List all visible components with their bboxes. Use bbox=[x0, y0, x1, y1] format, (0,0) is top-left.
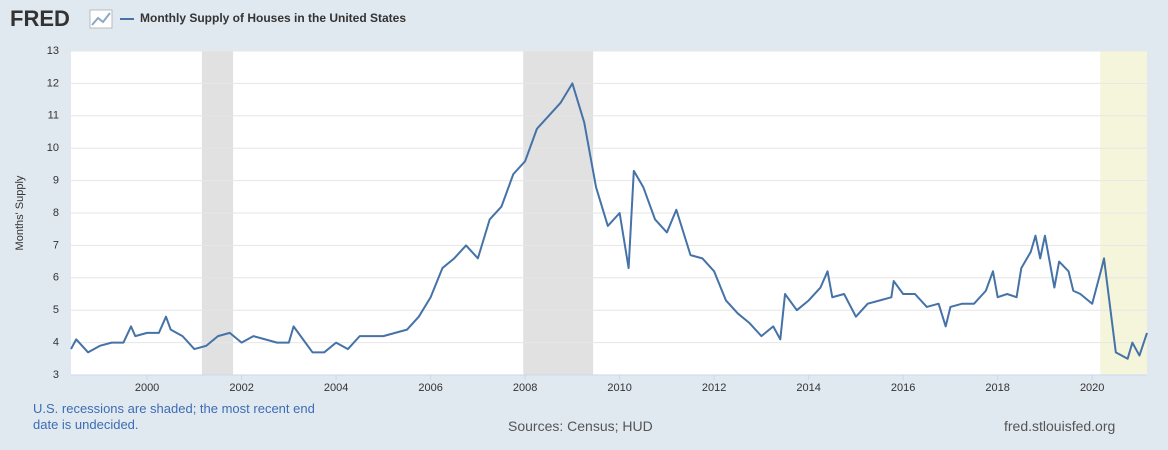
x-tick-label: 2020 bbox=[1080, 382, 1104, 394]
y-tick-label: 12 bbox=[47, 77, 59, 89]
y-tick-label: 8 bbox=[53, 207, 59, 219]
y-tick-label: 10 bbox=[47, 142, 59, 154]
site: fred.stlouisfed.org bbox=[1004, 418, 1116, 434]
y-tick-label: 11 bbox=[48, 110, 59, 122]
y-tick-label: 3 bbox=[53, 369, 59, 381]
x-tick-label: 2008 bbox=[513, 382, 537, 394]
recession-note: U.S. recessions are shaded; the most rec… bbox=[33, 401, 315, 432]
y-tick-label: 4 bbox=[53, 337, 59, 349]
sources: Sources: Census; HUD bbox=[508, 418, 653, 434]
x-tick-label: 2006 bbox=[418, 382, 442, 394]
y-tick-label: 6 bbox=[53, 272, 59, 284]
x-tick-label: 2004 bbox=[324, 382, 348, 394]
legend-label: Monthly Supply of Houses in the United S… bbox=[140, 11, 406, 25]
logo-icon bbox=[89, 9, 113, 29]
logo: FRED bbox=[10, 6, 70, 31]
x-tick-label: 2002 bbox=[229, 382, 253, 394]
x-tick-label: 2016 bbox=[891, 382, 915, 394]
series-line bbox=[70, 82, 1148, 360]
y-tick-label: 9 bbox=[53, 175, 59, 187]
y-tick-label: 5 bbox=[53, 304, 59, 316]
x-tick-label: 2018 bbox=[985, 382, 1009, 394]
x-tick-label: 2000 bbox=[135, 382, 159, 394]
y-tick-label: 13 bbox=[47, 45, 59, 57]
y-tick-label: 7 bbox=[53, 239, 59, 251]
y-axis-label: Months' Supply bbox=[14, 175, 26, 250]
x-tick-label: 2014 bbox=[796, 382, 820, 394]
x-tick-label: 2012 bbox=[702, 382, 726, 394]
x-tick-label: 2010 bbox=[607, 382, 631, 394]
